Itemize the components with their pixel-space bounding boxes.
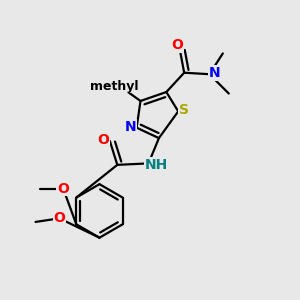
- Text: O: O: [57, 182, 69, 196]
- Text: O: O: [53, 212, 65, 225]
- Text: N: N: [209, 66, 220, 80]
- Text: NH: NH: [145, 158, 169, 172]
- Text: methyl: methyl: [90, 80, 139, 93]
- Text: S: S: [178, 103, 189, 118]
- Text: O: O: [97, 133, 109, 147]
- Text: N: N: [125, 120, 136, 134]
- Text: O: O: [171, 38, 183, 52]
